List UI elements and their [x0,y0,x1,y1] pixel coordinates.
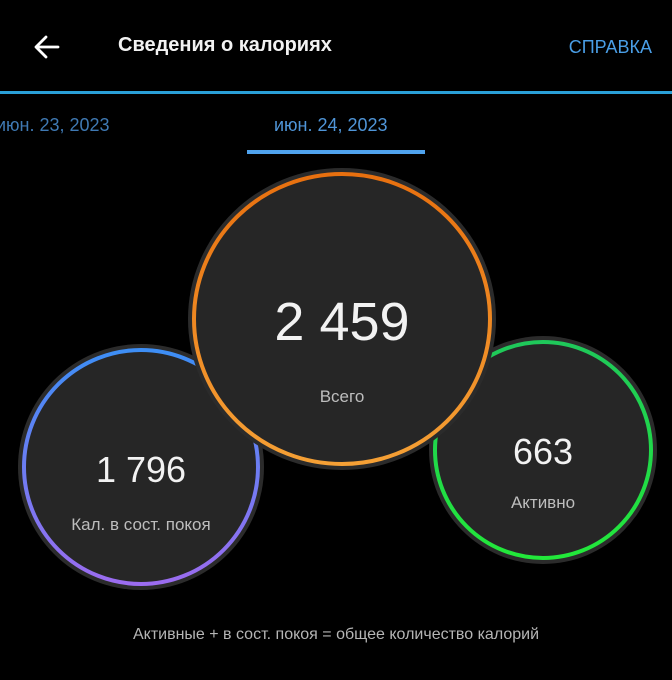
active-calories-value: 663 [512,431,574,472]
active-tab-indicator [247,150,425,154]
tab-current-date[interactable]: июн. 24, 2023 [274,115,388,135]
header-divider [0,91,672,94]
resting-calories-value: 1 796 [95,449,187,490]
active-calories-circle: 663 Активно [428,335,658,565]
total-calories-circle: 2 459 Всего [187,167,497,471]
calorie-formula-note: Активные + в сост. покоя = общее количес… [132,626,540,643]
resting-calories-circle: 1 796 Кал. в сост. покоя [17,343,265,591]
back-button[interactable] [30,30,64,64]
active-calories-label: Активно [510,493,576,512]
page-title: Сведения о калориях [118,34,332,56]
total-calories-label: Всего [319,387,365,406]
arrow-left-icon [34,35,60,59]
resting-ring [18,344,264,590]
total-ring [188,168,496,470]
tab-prev-date[interactable]: июн. 23, 2023 [0,115,110,135]
help-button[interactable]: СПРАВКА [568,37,652,57]
resting-calories-label: Кал. в сост. покоя [71,515,211,534]
active-ring [429,336,657,564]
total-calories-value: 2 459 [274,292,410,352]
